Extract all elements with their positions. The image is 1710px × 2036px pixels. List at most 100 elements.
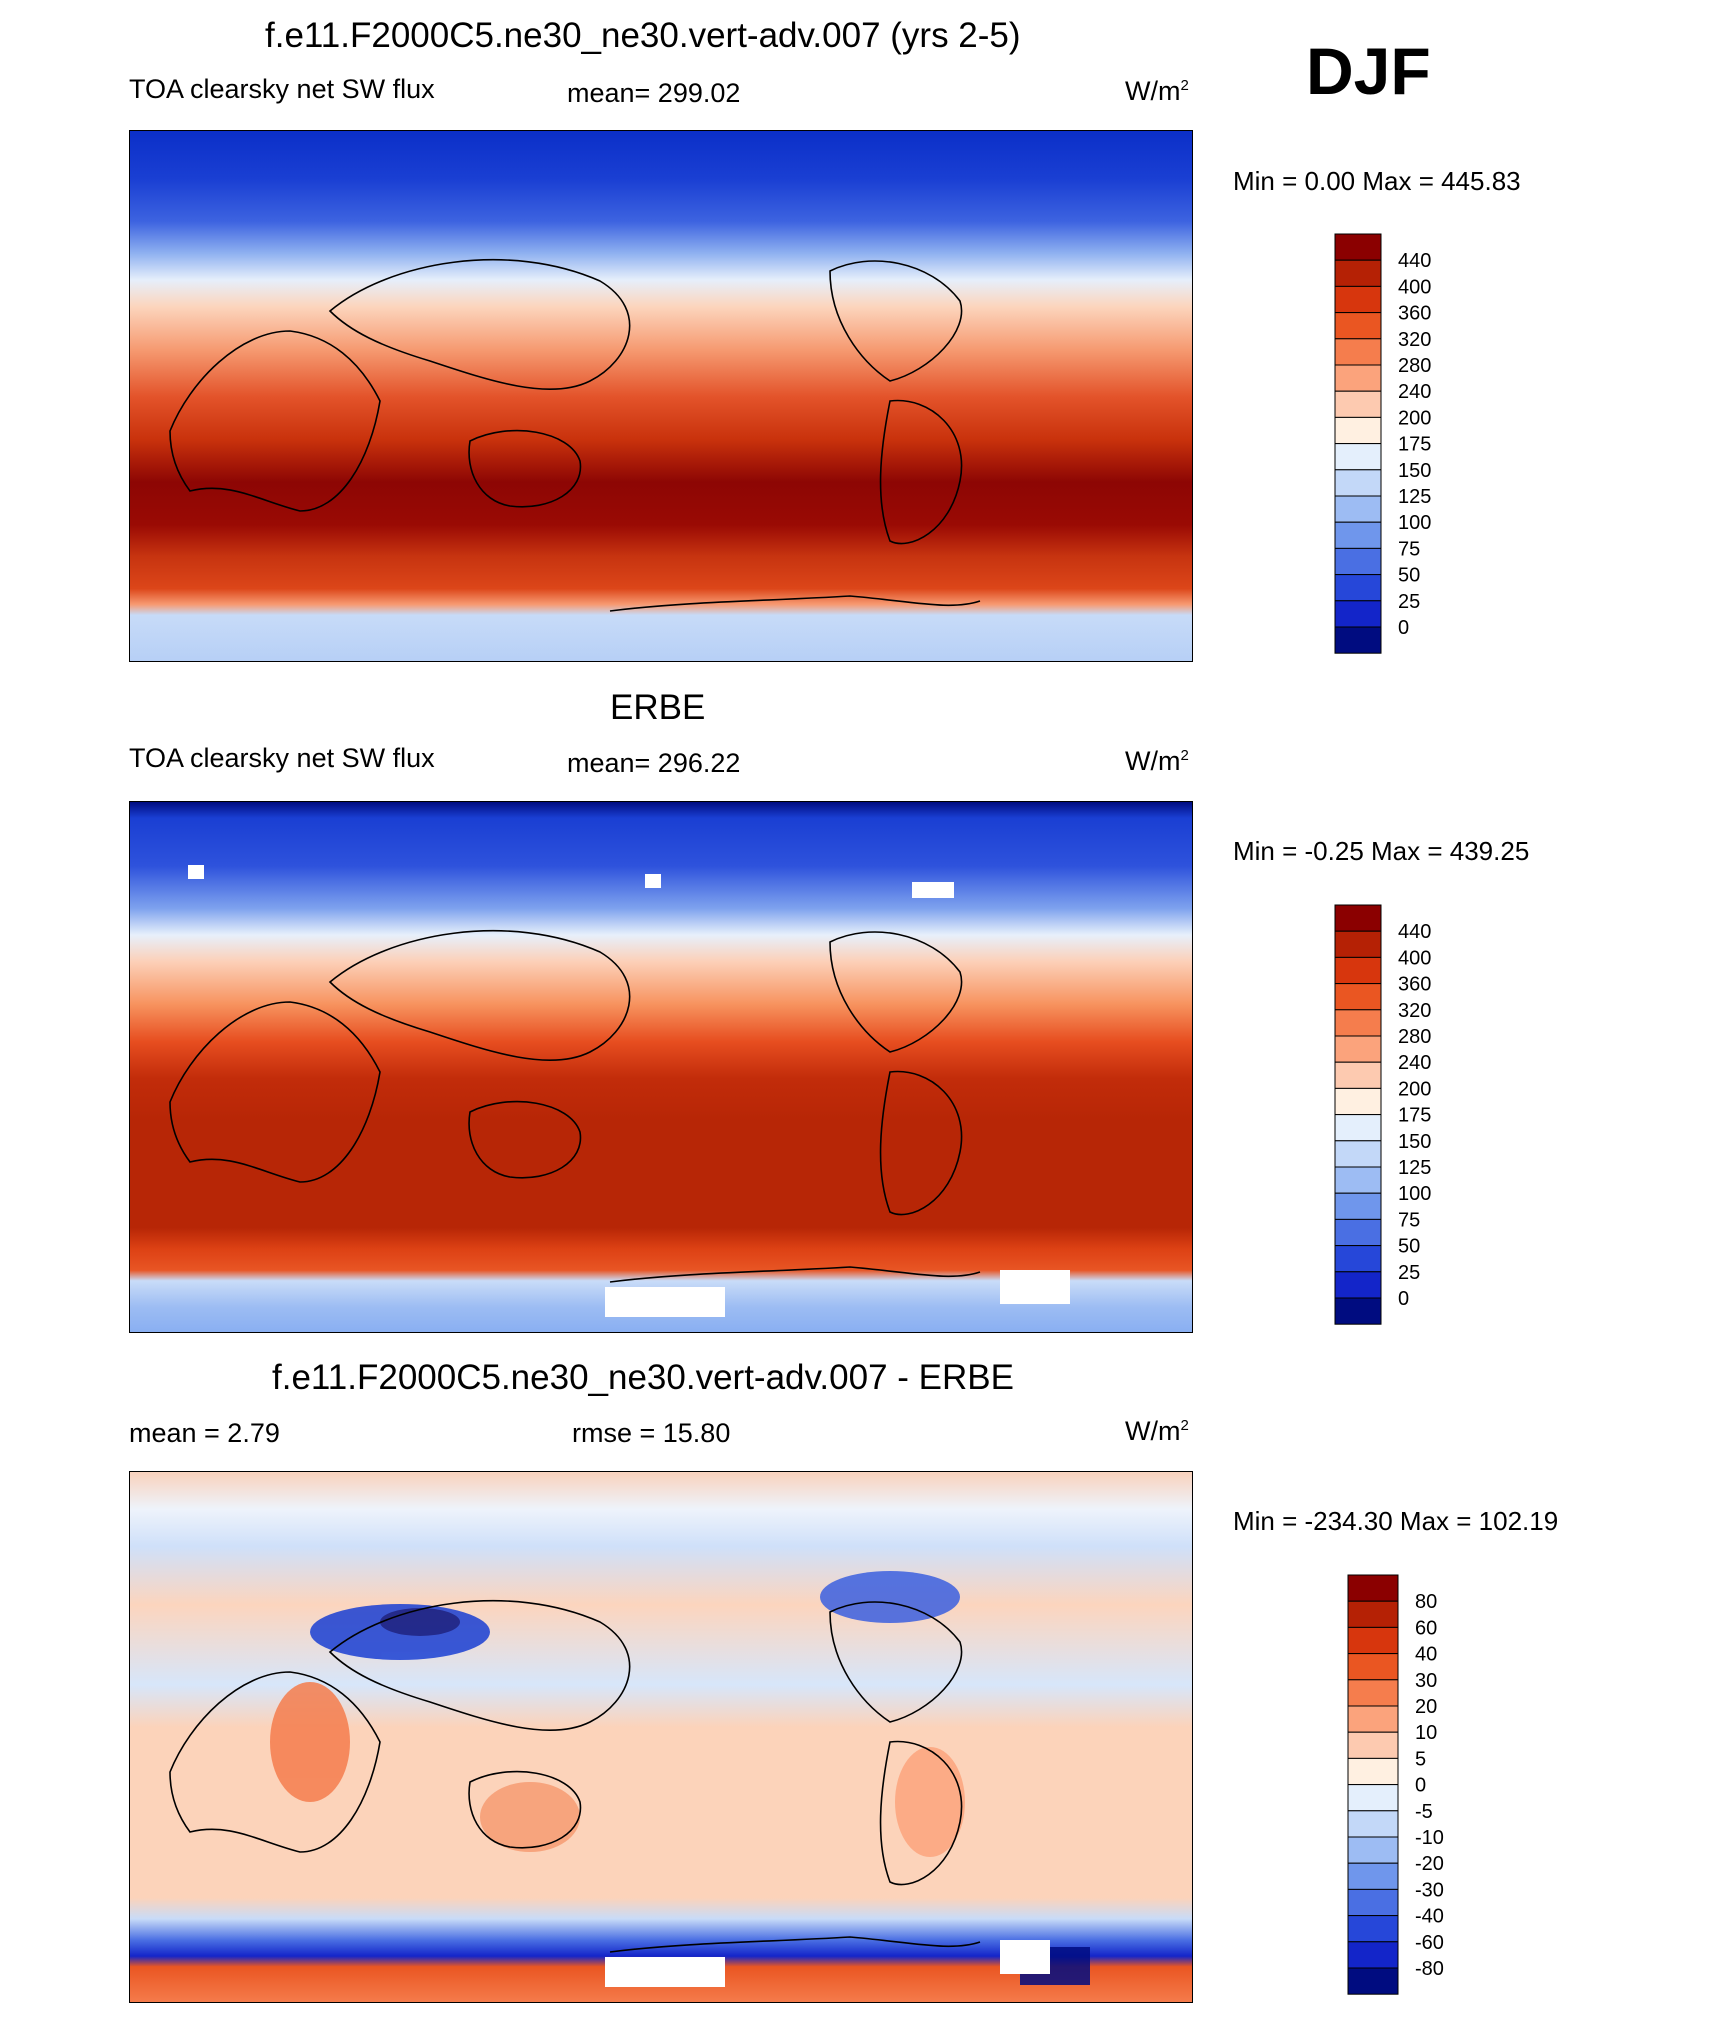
panel-2-mean: mean= 296.22 (567, 748, 741, 778)
panel-3-min-max: Min = -234.30 Max = 102.19 (1233, 1506, 1559, 1536)
colorbar-swatch (1347, 1888, 1399, 1917)
colorbar-swatch (1334, 983, 1382, 1011)
colorbar-level-label: 40 (1415, 1644, 1437, 1666)
colorbar-swatch (1347, 1574, 1399, 1602)
colorbar-level-label: 175 (1398, 1105, 1431, 1127)
colorbar-swatch (1347, 1810, 1399, 1838)
colorbar-level-label: -40 (1415, 1906, 1444, 1928)
colorbar-level-label: 125 (1398, 486, 1431, 508)
panel-3-colorbar: 80 60 40 30 20 10 5 0 -5 -10 -20 -30 -40 -60 -80 (1347, 1574, 1467, 1995)
colorbar-level-label: 320 (1398, 1000, 1431, 1022)
colorbar-level-label: 240 (1398, 381, 1431, 403)
colorbar-swatch (1347, 1941, 1399, 1969)
colorbar-level-label: 75 (1398, 1209, 1420, 1231)
colorbar-level-label: -5 (1415, 1801, 1433, 1823)
colorbar-level-label: 50 (1398, 565, 1420, 587)
colorbar-swatch (1347, 1653, 1399, 1681)
colorbar-level-label: 75 (1398, 538, 1420, 560)
colorbar-swatch (1334, 1114, 1382, 1142)
colorbar-level-label: 100 (1398, 1183, 1431, 1205)
colorbar-swatch (1334, 1192, 1382, 1220)
colorbar-level-label: 200 (1398, 1078, 1431, 1100)
colorbar-swatch (1334, 1140, 1382, 1168)
colorbar-swatch (1334, 1009, 1382, 1037)
colorbar-swatch (1347, 1626, 1399, 1655)
colorbar-level-label: 20 (1415, 1696, 1437, 1718)
colorbar-swatch (1347, 1757, 1399, 1786)
season-label: DJF (1306, 34, 1431, 108)
colorbar-swatch (1334, 521, 1382, 549)
colorbar-swatch (1347, 1915, 1399, 1943)
panel-1-map (129, 130, 1193, 662)
colorbar-swatch (1334, 904, 1382, 932)
panel-2-min-max: Min = -0.25 Max = 439.25 (1233, 836, 1530, 866)
colorbar-level-label: 400 (1398, 276, 1431, 298)
colorbar-swatch (1334, 930, 1382, 958)
colorbar-level-label: 0 (1398, 1288, 1409, 1310)
colorbar-swatch (1334, 1061, 1382, 1089)
panel-1-min-max: Min = 0.00 Max = 445.83 (1233, 166, 1521, 196)
colorbar-level-label: 440 (1398, 921, 1431, 943)
colorbar-swatch (1334, 1218, 1382, 1247)
colorbar-level-label: 25 (1398, 1262, 1420, 1284)
panel-2-subtitle: TOA clearsky net SW flux (129, 743, 435, 773)
colorbar-swatch (1347, 1600, 1399, 1628)
panel-3-rmse: rmse = 15.80 (572, 1418, 731, 1448)
colorbar-swatch (1334, 364, 1382, 392)
colorbar-swatch (1334, 312, 1382, 340)
colorbar-swatch (1334, 1087, 1382, 1116)
colorbar-level-label: 25 (1398, 591, 1420, 613)
colorbar-swatch (1334, 285, 1382, 314)
colorbar-swatch (1334, 338, 1382, 366)
colorbar-level-label: 50 (1398, 1236, 1420, 1258)
panel-2-coastlines (169, 929, 981, 1283)
colorbar-swatch (1334, 1297, 1382, 1325)
panel-3-units: W/m2 (1125, 1416, 1189, 1446)
colorbar-level-label: 80 (1415, 1591, 1437, 1613)
colorbar-swatch (1334, 416, 1382, 445)
colorbar-level-label: 0 (1398, 617, 1409, 639)
panel-2-map (129, 801, 1193, 1333)
colorbar-level-label: 200 (1398, 407, 1431, 429)
colorbar-level-label: 440 (1398, 250, 1431, 272)
panel-3-coastlines (169, 1599, 981, 1953)
colorbar-level-label: -80 (1415, 1958, 1444, 1980)
colorbar-level-label: 150 (1398, 1131, 1431, 1153)
panel-3-title: f.e11.F2000C5.ne30_ne30.vert-adv.007 - E… (272, 1358, 1014, 1397)
panel-1-title: f.e11.F2000C5.ne30_ne30.vert-adv.007 (yr… (265, 16, 1021, 55)
colorbar-swatch (1334, 1035, 1382, 1063)
colorbar-swatch (1334, 956, 1382, 985)
colorbar-level-label: 30 (1415, 1670, 1437, 1692)
colorbar-swatch (1347, 1679, 1399, 1707)
colorbar-level-label: 280 (1398, 1026, 1431, 1048)
colorbar-level-label: -30 (1415, 1879, 1444, 1901)
panel-2-colorbar: 440 400 360 320 280 240 200 175 150 125 100 75 50 25 0 (1334, 904, 1450, 1325)
colorbar-level-label: 280 (1398, 355, 1431, 377)
colorbar-level-label: 100 (1398, 512, 1431, 534)
colorbar-level-label: 10 (1415, 1722, 1437, 1744)
colorbar-level-label: 5 (1415, 1748, 1426, 1770)
colorbar-swatch (1347, 1836, 1399, 1864)
colorbar-level-label: 240 (1398, 1052, 1431, 1074)
colorbar-level-label: -60 (1415, 1932, 1444, 1954)
panel-1-coastlines (169, 258, 981, 612)
panel-2-units: W/m2 (1125, 746, 1189, 776)
colorbar-swatch (1334, 390, 1382, 418)
colorbar-level-label: -10 (1415, 1827, 1444, 1849)
colorbar-swatch (1334, 574, 1382, 602)
colorbar-level-label: -20 (1415, 1853, 1444, 1875)
colorbar-swatch (1334, 469, 1382, 497)
colorbar-swatch (1334, 443, 1382, 471)
colorbar-swatch (1347, 1731, 1399, 1759)
colorbar-level-label: 360 (1398, 974, 1431, 996)
colorbar-swatch (1334, 1166, 1382, 1194)
panel-1-subtitle: TOA clearsky net SW flux (129, 74, 435, 104)
colorbar-swatch (1334, 600, 1382, 628)
colorbar-swatch (1334, 233, 1382, 261)
colorbar-swatch (1334, 547, 1382, 576)
colorbar-level-label: 150 (1398, 460, 1431, 482)
colorbar-level-label: 360 (1398, 303, 1431, 325)
colorbar-level-label: 125 (1398, 1157, 1431, 1179)
panel-2-title: ERBE (610, 688, 706, 727)
colorbar-swatch (1347, 1862, 1399, 1890)
